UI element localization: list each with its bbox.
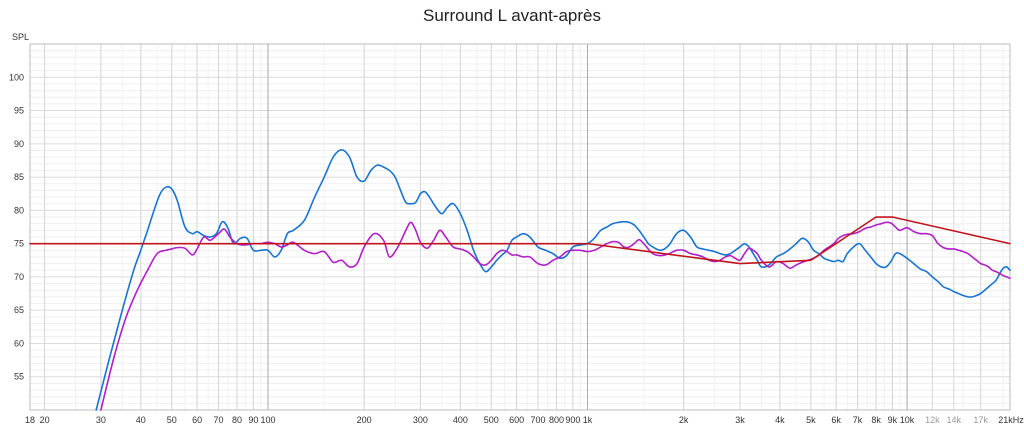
series-line-magenta [100,221,1011,411]
series-line-red [29,216,1011,265]
series-layer [29,149,1011,411]
x-tick-label: 2k [679,415,689,425]
x-tick-label: 100 [260,415,275,425]
x-tick-label: 5k [806,415,816,425]
x-tick-label: 9k [888,415,898,425]
y-tick-label: 75 [14,239,24,249]
x-tick-label: 700 [530,415,545,425]
y-tick-label: 80 [14,205,24,215]
y-tick-label: 65 [14,305,24,315]
x-tick-label: 8k [871,415,881,425]
x-tick-label: 3k [735,415,745,425]
plot-frame [29,43,1011,411]
y-tick-label: 70 [14,272,24,282]
y-tick-label: 100 [9,72,24,82]
x-tick-label: 6k [831,415,841,425]
x-tick-label: 70 [213,415,223,425]
x-tick-label: 20 [40,415,50,425]
x-axis: 18 20 30 40 50 60 70 80 90 100 200 300 400 500 600 700 8… [25,415,1024,425]
y-tick-label: 95 [14,106,24,116]
x-tick-label: 400 [453,415,468,425]
y-tick-label: 90 [14,139,24,149]
x-tick-label: 60 [192,415,202,425]
x-tick-label: 12k [925,415,940,425]
x-tick-label: 30 [96,415,106,425]
y-tick-label: 85 [14,172,24,182]
series-line-blue [95,149,1011,411]
x-tick-label: 18 [25,415,35,425]
x-tick-label: 80 [232,415,242,425]
y-tick-label: 55 [14,372,24,382]
x-tick-label: 14k [946,415,961,425]
x-tick-label: 50 [167,415,177,425]
x-tick-label: 21kHz [998,415,1024,425]
grid-major [29,43,1011,411]
y-axis-label: SPL [12,32,29,42]
y-axis: 55 60 65 70 75 80 85 90 95 100 [9,72,24,381]
x-tick-label: 40 [136,415,146,425]
x-tick-label: 900 [565,415,580,425]
grid-minor [30,44,1010,410]
x-tick-label: 7k [853,415,863,425]
x-tick-label: 200 [357,415,372,425]
x-tick-label: 500 [484,415,499,425]
x-tick-label: 17k [973,415,988,425]
chart-title: Surround L avant-après [423,6,601,25]
x-tick-label: 600 [509,415,524,425]
x-tick-label: 300 [413,415,428,425]
y-tick-label: 60 [14,338,24,348]
x-tick-label: 90 [248,415,258,425]
x-tick-label: 10k [900,415,915,425]
x-tick-label: 4k [775,415,785,425]
x-tick-label: 800 [549,415,564,425]
x-tick-label: 1k [583,415,593,425]
